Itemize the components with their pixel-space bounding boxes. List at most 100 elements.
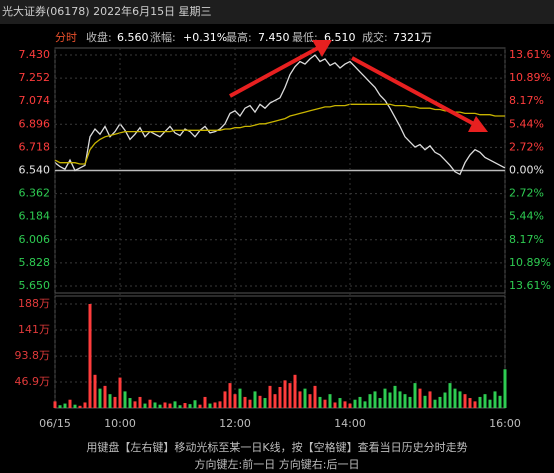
volume-bar: [208, 403, 212, 408]
x-tick-label: 10:00: [104, 417, 136, 430]
volume-bar: [243, 396, 247, 408]
volume-bar: [293, 374, 297, 408]
volume-bar: [138, 396, 142, 408]
y-tick-label: 7.074: [19, 94, 51, 107]
y-tick-label: 188万: [18, 297, 50, 310]
volume-bar: [328, 394, 332, 408]
volume-bar: [258, 395, 262, 408]
title: 光大证券(06178) 2022年6月15日 星期三: [2, 4, 212, 18]
info-value: 7321万: [393, 31, 432, 44]
volume-bar: [333, 402, 337, 408]
arrow-head: [468, 116, 488, 132]
volume-bar: [53, 401, 57, 408]
volume-bar: [83, 402, 87, 408]
volume-bar: [198, 404, 202, 408]
volume-bar: [348, 403, 352, 408]
info-value: 6.510: [324, 31, 356, 44]
arrow-line: [229, 46, 319, 98]
volume-bar: [423, 395, 427, 408]
y-tick-label: 7.430: [19, 48, 51, 61]
volume-bar: [428, 391, 432, 408]
y-tick-label: 7.252: [19, 71, 51, 84]
volume-bar: [238, 388, 242, 408]
y2-tick-label: 2.72%: [509, 187, 544, 200]
info-mode: 分时: [55, 31, 77, 44]
volume-bar: [183, 403, 187, 408]
y-tick-label: 6.896: [19, 117, 51, 130]
volume-bar: [468, 398, 472, 408]
volume-bar: [193, 400, 197, 408]
volume-bar: [108, 394, 112, 408]
info-label: 涨幅:: [150, 31, 176, 44]
volume-bar: [458, 391, 462, 408]
y2-tick-label: 10.89%: [509, 256, 551, 269]
y-tick-label: 93.8万: [15, 349, 51, 362]
volume-bar: [78, 405, 82, 408]
volume-bar: [283, 380, 287, 408]
volume-bar: [268, 385, 272, 408]
volume-bar: [308, 394, 312, 408]
y2-tick-label: 8.17%: [509, 94, 544, 107]
volume-bar: [148, 399, 152, 408]
volume-bar: [393, 385, 397, 408]
volume-bar: [113, 396, 117, 408]
y-tick-label: 6.184: [19, 210, 51, 223]
y2-tick-label: 5.44%: [509, 117, 544, 130]
volume-bar: [363, 401, 367, 408]
volume-bar: [188, 404, 192, 408]
y-tick-label: 141万: [18, 323, 50, 336]
volume-bar: [448, 383, 452, 408]
footer-hint: 用键盘【左右键】移动光标至某一日K线，按【空格键】查看当日历史分时走势: [86, 440, 467, 454]
y2-tick-label: 8.17%: [509, 233, 544, 246]
volume-bar: [58, 405, 62, 408]
volume-bar: [203, 396, 207, 408]
volume-bar: [223, 391, 227, 408]
y2-tick-label: 13.61%: [509, 279, 551, 292]
volume-bar: [93, 374, 97, 408]
volume-bar: [383, 388, 387, 408]
volume-bar: [443, 392, 447, 408]
volume-bar: [123, 391, 127, 408]
volume-bar: [498, 395, 502, 408]
info-label: 收盘:: [86, 30, 112, 44]
volume-bar: [163, 402, 167, 408]
volume-bar: [478, 396, 482, 408]
arrow-line: [351, 56, 475, 126]
volume-bar: [418, 388, 422, 408]
volume-bar: [103, 385, 107, 408]
volume-bar: [248, 399, 252, 408]
info-value: 7.450: [258, 31, 290, 44]
y-tick-label: 6.540: [19, 164, 51, 177]
volume-bar: [173, 401, 177, 408]
volume-bar: [153, 402, 157, 408]
volume-bar: [143, 403, 147, 408]
y-tick-label: 46.9万: [15, 375, 51, 388]
y-tick-label: 6.362: [19, 187, 51, 200]
volume-bar: [228, 383, 232, 408]
y2-tick-label: 0.00%: [509, 164, 544, 177]
volume-bar: [303, 388, 307, 408]
volume-bar: [168, 403, 172, 408]
volume-bar: [343, 401, 347, 408]
x-tick-label: 12:00: [219, 417, 251, 430]
info-value: +0.31%: [183, 31, 227, 44]
volume-bar: [413, 383, 417, 408]
volume-bar: [98, 388, 102, 408]
info-label: 最高:: [226, 30, 252, 44]
volume-bar: [493, 391, 497, 408]
info-label: 成交:: [362, 30, 388, 44]
y-tick-label: 5.828: [19, 256, 51, 269]
volume-bar: [403, 394, 407, 408]
volume-bar: [503, 369, 507, 408]
volume-bar: [263, 398, 267, 408]
volume-bar: [133, 401, 137, 408]
volume-bar: [398, 391, 402, 408]
price-line: [54, 103, 505, 165]
arrow-head: [312, 40, 332, 57]
y-tick-label: 5.650: [19, 279, 51, 292]
annotation-arrows: [229, 40, 488, 132]
volume-bar: [388, 392, 392, 408]
title-bar: [0, 0, 554, 24]
volume-bar: [473, 401, 477, 408]
volume-bar: [318, 396, 322, 408]
